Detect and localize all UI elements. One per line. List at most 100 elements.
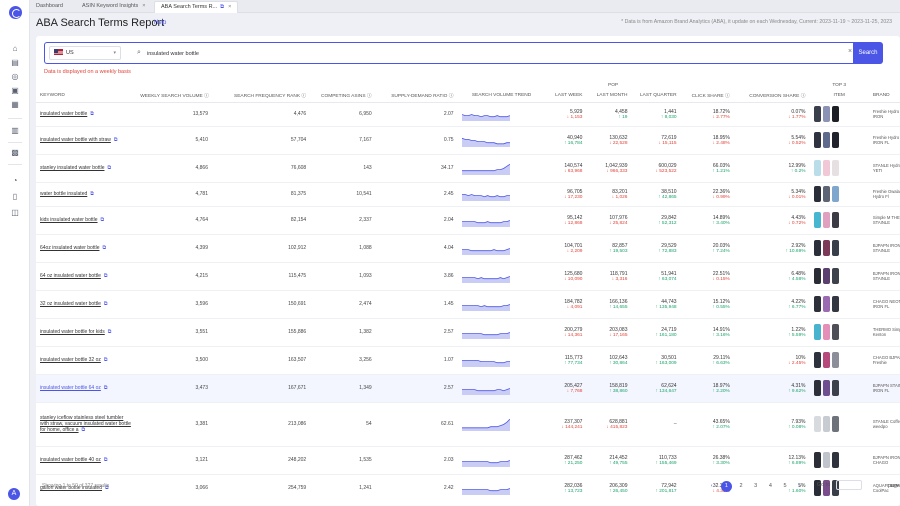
external-link-icon[interactable]: ⧉ (81, 427, 86, 433)
product-thumbnail[interactable] (831, 416, 839, 432)
product-thumbnail[interactable] (813, 186, 821, 202)
app-logo[interactable] (9, 6, 22, 19)
page-button[interactable]: 5 (783, 482, 787, 489)
page-button[interactable]: 2 (739, 482, 743, 489)
help-link[interactable]: Help (154, 20, 167, 26)
keyword-link[interactable]: insulated water bottle for kids (40, 329, 105, 335)
table-row[interactable]: insulated water bottle with straw ⧉ 5,410 5… (36, 126, 900, 155)
keyword-link[interactable]: gallon water bottle insulated (40, 485, 102, 491)
external-link-icon[interactable]: ⧉ (103, 457, 108, 463)
country-select[interactable]: US ▾ (49, 46, 121, 60)
results-table-wrap[interactable]: POP TOP 3 KEYWORD WEEKLY SEARCH VOLUME ⓘ… (36, 80, 900, 500)
briefcase-icon[interactable]: ▩ (11, 148, 19, 157)
product-thumbnail[interactable] (813, 212, 821, 228)
table-row[interactable]: stanley insulated water bottle ⧉ 4,866 76,6… (36, 154, 900, 183)
chart-icon[interactable]: ▤ (11, 58, 19, 67)
external-link-icon[interactable]: ⧉ (90, 191, 94, 197)
product-thumbnail[interactable] (831, 268, 839, 284)
product-thumbnail[interactable] (822, 452, 830, 468)
page-button[interactable]: 4 (768, 482, 772, 489)
keyword-link[interactable]: insulated water bottle 64 oz (40, 385, 101, 391)
trend-sparkline[interactable] (461, 187, 510, 201)
cart-icon[interactable]: ◫ (11, 208, 19, 217)
book-icon[interactable]: ▯ (12, 192, 18, 201)
product-thumbnail[interactable] (822, 240, 830, 256)
keyword-link[interactable]: insulated water bottle (40, 111, 88, 117)
product-thumbnail[interactable] (813, 132, 821, 148)
tab-asin-keyword-insights[interactable]: ASIN Keyword Insights × (82, 3, 146, 9)
database-icon[interactable]: ◎ (11, 72, 19, 81)
grid-icon[interactable]: ▥ (11, 126, 19, 135)
keyword-link[interactable]: stanley iceflow stainless steel tumbler … (40, 415, 131, 433)
trend-sparkline[interactable] (461, 381, 510, 395)
col-last-week[interactable]: LAST WEEK (545, 90, 587, 103)
product-thumbnail[interactable] (831, 186, 839, 202)
keyword-link[interactable]: insulated water bottle 40 oz (40, 457, 101, 463)
product-thumbnail[interactable] (822, 324, 830, 340)
table-row[interactable]: insulated water bottle ⧉ 13,579 4,476 6,950 2… (36, 102, 900, 127)
page-button[interactable]: 3 (754, 482, 758, 489)
external-link-icon[interactable]: ⧉ (107, 329, 112, 335)
product-thumbnail[interactable] (813, 480, 821, 496)
goto-page-input[interactable] (836, 480, 862, 490)
product-thumbnail[interactable] (831, 324, 839, 340)
external-link-icon[interactable]: ⧉ (113, 137, 118, 143)
product-thumbnail[interactable] (822, 160, 830, 176)
trend-sparkline[interactable] (461, 161, 510, 175)
col-rank[interactable]: SEARCH FREQUENCY RANK ⓘ (211, 90, 311, 103)
product-thumbnail[interactable] (831, 212, 839, 228)
trend-sparkline[interactable] (461, 213, 510, 227)
search-input[interactable] (147, 48, 747, 59)
trend-sparkline[interactable] (461, 453, 510, 467)
close-icon[interactable]: × (142, 3, 146, 9)
product-thumbnail[interactable] (813, 324, 821, 340)
trend-sparkline[interactable] (461, 353, 510, 367)
keyword-link[interactable]: water bottle insulated (40, 191, 88, 197)
product-thumbnail[interactable] (813, 380, 821, 396)
trend-sparkline[interactable] (461, 481, 510, 495)
keyword-link[interactable]: insulated water bottle with straw (40, 137, 111, 143)
col-conversion-share[interactable]: CONVERSION SHARE ⓘ (733, 90, 810, 103)
product-thumbnail[interactable] (822, 132, 830, 148)
product-thumbnail[interactable] (822, 480, 830, 496)
external-link-icon[interactable]: ⧉ (107, 165, 112, 171)
keyword-link[interactable]: 64oz insulated water bottle (40, 245, 100, 251)
external-link-icon[interactable]: ⧉ (103, 385, 108, 391)
product-thumbnail[interactable] (831, 480, 839, 496)
trend-sparkline[interactable] (461, 133, 510, 147)
product-thumbnail[interactable] (813, 452, 821, 468)
external-link-icon[interactable]: ⧉ (102, 245, 107, 251)
product-thumbnail[interactable] (813, 160, 821, 176)
keyword-link[interactable]: 32 oz insulated water bottle (40, 301, 101, 307)
product-thumbnail[interactable] (822, 212, 830, 228)
table-row[interactable]: 32 oz insulated water bottle ⧉ 3,596 150,69… (36, 290, 900, 319)
trend-sparkline[interactable] (461, 107, 510, 121)
keyword-link[interactable]: stanley insulated water bottle (40, 165, 105, 171)
table-row[interactable]: insulated water bottle 40 oz ⧉ 3,121 248,20… (36, 446, 900, 475)
product-thumbnail[interactable] (822, 352, 830, 368)
product-thumbnail[interactable] (813, 352, 821, 368)
external-link-icon[interactable]: ⧉ (103, 301, 108, 307)
product-thumbnail[interactable] (831, 132, 839, 148)
trend-sparkline[interactable] (461, 297, 510, 311)
close-icon[interactable]: × (228, 4, 232, 10)
product-thumbnail[interactable] (831, 240, 839, 256)
product-thumbnail[interactable] (813, 416, 821, 432)
user-avatar[interactable]: A (8, 488, 20, 500)
trend-sparkline[interactable] (461, 241, 510, 255)
external-link-icon[interactable]: ⧉ (103, 357, 108, 363)
external-link-icon[interactable]: ⧉ (103, 273, 108, 279)
col-last-quarter[interactable]: LAST QUARTER (631, 90, 681, 103)
prev-page-button[interactable]: ‹ (710, 482, 713, 489)
col-ratio[interactable]: SUPPLY-DEMAND RATIO ⓘ (375, 90, 458, 103)
page-button[interactable]: 1 (720, 480, 732, 492)
table-row[interactable]: water bottle insulated ⧉ 4,781 81,375 10,541… (36, 182, 900, 207)
box-icon[interactable]: ▣ (11, 86, 19, 95)
keyword-link[interactable]: insulated water bottle 32 oz (40, 357, 101, 363)
headset-icon[interactable]: ◔ (12, 176, 18, 185)
tab-aba-search-terms[interactable]: ABA Search Terms R... ⧉ × (154, 1, 239, 13)
table-row[interactable]: insulated water bottle 64 oz ⧉ 3,473 167,67… (36, 374, 900, 403)
external-link-icon[interactable]: ⧉ (105, 485, 109, 491)
product-thumbnail[interactable] (831, 380, 839, 396)
table-row[interactable]: 64 oz insulated water bottle ⧉ 4,215 115,47… (36, 262, 900, 291)
